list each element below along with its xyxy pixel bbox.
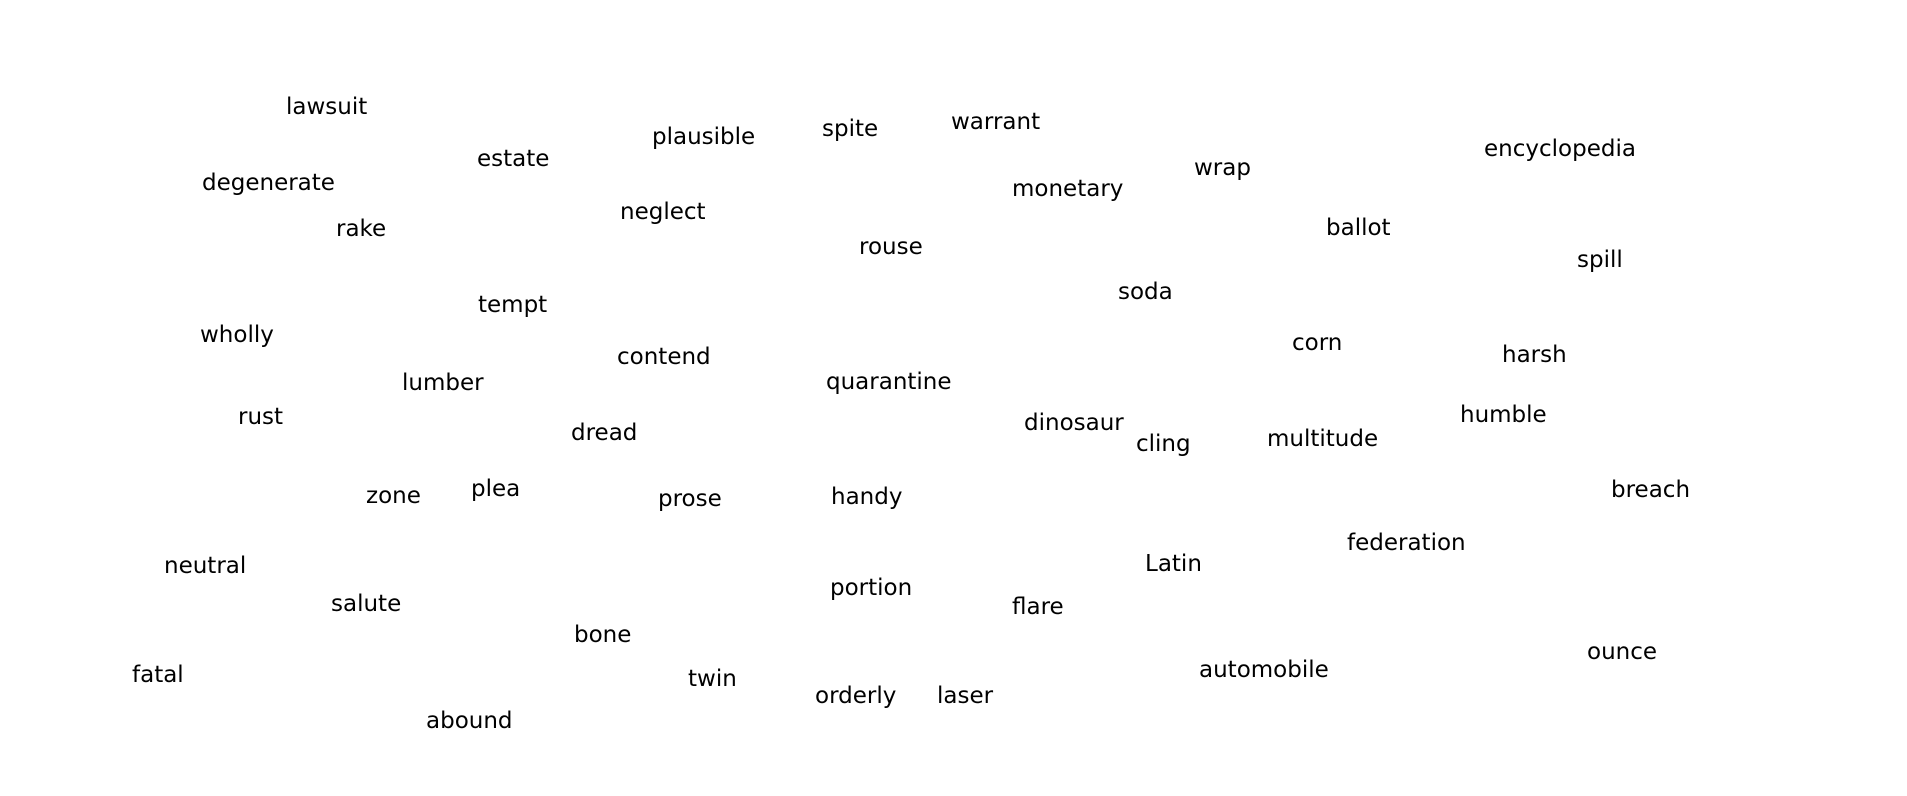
word-spill: spill xyxy=(1577,247,1623,273)
word-ounce: ounce xyxy=(1587,639,1658,665)
word-plea: plea xyxy=(471,476,521,502)
word-rouse: rouse xyxy=(859,234,923,260)
word-rust: rust xyxy=(238,404,284,430)
word-warrant: warrant xyxy=(951,109,1041,135)
word-abound: abound xyxy=(426,708,513,734)
word-cling: cling xyxy=(1136,431,1191,457)
word-encyclopedia: encyclopedia xyxy=(1484,136,1636,162)
word-multitude: multitude xyxy=(1267,426,1379,452)
word-fatal: fatal xyxy=(132,662,184,688)
word-dread: dread xyxy=(571,420,638,446)
word-plausible: plausible xyxy=(652,124,756,150)
word-neglect: neglect xyxy=(620,199,706,225)
word-rake: rake xyxy=(336,216,387,242)
word-harsh: harsh xyxy=(1502,342,1567,368)
word-zone: zone xyxy=(366,483,421,509)
word-wholly: wholly xyxy=(200,322,274,348)
word-lumber: lumber xyxy=(402,370,484,396)
word-breach: breach xyxy=(1611,477,1691,503)
word-quarantine: quarantine xyxy=(826,369,952,395)
word-orderly: orderly xyxy=(815,683,897,709)
word-spite: spite xyxy=(822,116,879,142)
word-lawsuit: lawsuit xyxy=(286,94,368,120)
word-salute: salute xyxy=(331,591,402,617)
word-handy: handy xyxy=(831,484,903,510)
word-wrap: wrap xyxy=(1194,155,1251,181)
word-humble: humble xyxy=(1460,402,1547,428)
word-federation: federation xyxy=(1347,530,1466,556)
word-dinosaur: dinosaur xyxy=(1024,410,1124,436)
word-ballot: ballot xyxy=(1326,215,1391,241)
word-prose: prose xyxy=(658,486,722,512)
word-bone: bone xyxy=(574,622,632,648)
word-soda: soda xyxy=(1118,279,1173,305)
word-automobile: automobile xyxy=(1199,657,1329,683)
word-flare: flare xyxy=(1012,594,1064,620)
word-estate: estate xyxy=(477,146,550,172)
word-twin: twin xyxy=(688,666,737,692)
word-corn: corn xyxy=(1292,330,1343,356)
word-portion: portion xyxy=(830,575,913,601)
word-degenerate: degenerate xyxy=(202,170,335,196)
word-tempt: tempt xyxy=(478,292,548,318)
word-contend: contend xyxy=(617,344,711,370)
word-neutral: neutral xyxy=(164,553,247,579)
word-monetary: monetary xyxy=(1012,176,1124,202)
word-laser: laser xyxy=(937,683,994,709)
word-latin: Latin xyxy=(1145,551,1202,577)
